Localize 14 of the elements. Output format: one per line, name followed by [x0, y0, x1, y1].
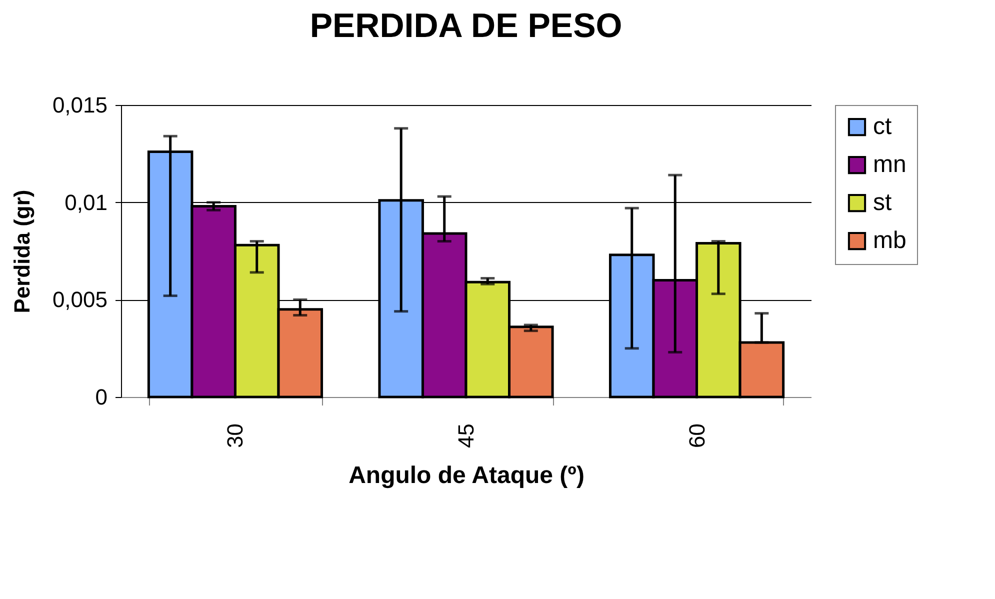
legend-label: mn: [873, 151, 906, 178]
legend-label: mb: [873, 227, 906, 254]
legend-label: ct: [873, 113, 892, 140]
y-tick-label: 0,015: [52, 92, 108, 118]
y-tick-label: 0,005: [52, 287, 108, 312]
y-tick-label: 0,01: [64, 190, 108, 215]
x-axis-title: Angulo de Ataque (º): [348, 462, 584, 489]
y-tick-label: 0: [95, 384, 108, 410]
x-tick-label: 60: [684, 424, 710, 448]
y-axis-title: Perdida (gr): [9, 190, 34, 314]
chart-title: PERDIDA DE PESO: [310, 7, 622, 45]
x-tick-label: 45: [454, 424, 478, 448]
legend-label: st: [873, 189, 892, 216]
x-tick-label: 30: [222, 424, 248, 448]
